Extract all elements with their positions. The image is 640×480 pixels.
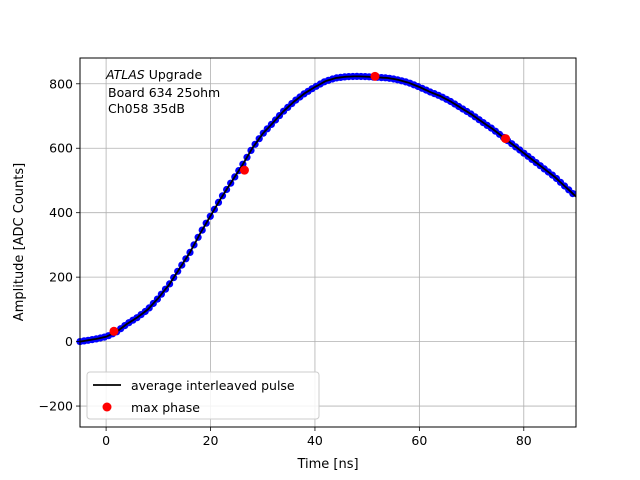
y-tick-label: −200: [39, 399, 73, 414]
average-pulse-line: [79, 75, 577, 343]
y-tick-label: 800: [49, 76, 73, 91]
x-axis-label: Time [ns]: [296, 457, 358, 472]
channel-label: Ch058 35dB: [108, 101, 185, 116]
max-phase-point: [501, 134, 511, 144]
y-tick-label: 0: [65, 334, 73, 349]
plot-area: [76, 58, 577, 427]
legend-marker-icon: [102, 402, 112, 412]
x-tick-label: 0: [102, 433, 110, 448]
x-tick-label: 80: [516, 433, 532, 448]
max-phase-point: [109, 326, 119, 336]
max-phase-markers: [109, 71, 511, 336]
y-axis-label: Amplitude [ADC Counts]: [12, 163, 27, 321]
board-label: Board 634 25ohm: [108, 85, 220, 100]
y-tick-label: 200: [49, 270, 73, 285]
legend-box: [86, 371, 320, 420]
legend-label-average: average interleaved pulse: [131, 378, 295, 393]
legend: average interleaved pulse max phase: [86, 371, 320, 420]
y-tick-label: 400: [49, 205, 73, 220]
upgrade-label: Upgrade: [145, 67, 203, 82]
legend-label-max-phase: max phase: [131, 400, 200, 415]
max-phase-point: [370, 71, 380, 81]
annotation-text: ATLAS Upgrade: [105, 67, 202, 82]
axis-ticks: 0 20 40 60 80 −200 0 200 400 600 800: [39, 76, 532, 448]
x-tick-label: 20: [203, 433, 219, 448]
x-tick-label: 40: [307, 433, 323, 448]
max-phase-point: [239, 165, 249, 175]
plot-frame: [79, 57, 577, 428]
atlas-label: ATLAS: [105, 67, 145, 82]
y-tick-label: 600: [49, 141, 73, 156]
x-tick-label: 60: [411, 433, 427, 448]
